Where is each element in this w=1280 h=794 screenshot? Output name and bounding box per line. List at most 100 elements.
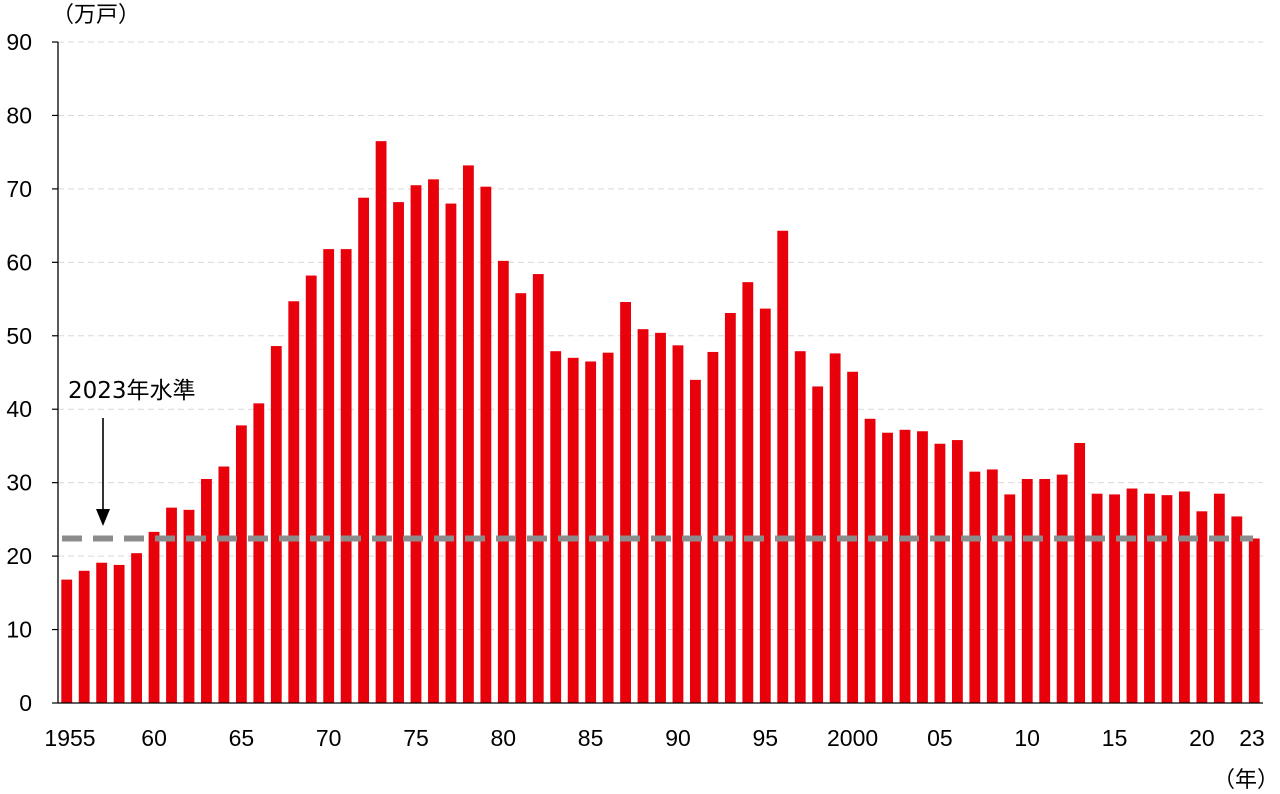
bar-2020 — [1196, 511, 1208, 703]
x-tick-label: 05 — [927, 725, 953, 751]
y-tick-label: 70 — [6, 176, 32, 202]
x-tick-label: 90 — [665, 725, 691, 751]
x-tick-label: 75 — [403, 725, 429, 751]
bar-1958 — [113, 564, 125, 703]
bar-1997 — [794, 351, 806, 703]
bar-1980 — [497, 260, 509, 703]
bar-1996 — [777, 230, 789, 703]
bar-1955 — [61, 579, 73, 703]
bar-1981 — [515, 293, 527, 703]
axes — [52, 41, 1263, 704]
bar-2017 — [1144, 493, 1155, 703]
y-tick-label: 30 — [6, 470, 32, 496]
bar-1963 — [201, 478, 212, 703]
bar-1965 — [235, 425, 247, 703]
reference-line-label: 2023年水準 — [68, 378, 196, 404]
y-tick-label: 0 — [19, 690, 32, 716]
bar-2004 — [917, 431, 928, 703]
bar-1966 — [253, 403, 265, 703]
y-unit-label: （万戸） — [52, 3, 140, 28]
bar-1970 — [323, 249, 335, 704]
bar-1976 — [428, 179, 439, 704]
y-tick-label: 90 — [6, 29, 32, 55]
bar-2011 — [1039, 478, 1051, 703]
bar-1964 — [218, 466, 230, 703]
bar-1962 — [183, 509, 195, 703]
bar-2015 — [1109, 494, 1120, 703]
x-tick-label: 2000 — [827, 725, 878, 751]
y-tick-labels: 0 10 20 30 40 50 60 70 80 90 — [6, 29, 32, 716]
bar-1999 — [829, 353, 841, 703]
bar-1987 — [620, 301, 631, 703]
reference-arrow — [96, 418, 110, 526]
bar-1992 — [707, 351, 719, 703]
x-tick-label: 65 — [229, 725, 255, 751]
bar-1967 — [270, 346, 282, 703]
bar-1985 — [585, 361, 597, 703]
x-unit-label: （年） — [1213, 768, 1279, 793]
bar-2006 — [951, 440, 963, 703]
x-tick-label: 70 — [316, 725, 342, 751]
bar-1995 — [759, 308, 771, 703]
bar-2018 — [1161, 495, 1173, 703]
x-tick-label: 20 — [1189, 725, 1215, 751]
bar-1973 — [375, 141, 387, 703]
bar-1998 — [812, 386, 824, 703]
bar-2012 — [1056, 474, 1068, 703]
y-tick-label: 40 — [6, 396, 32, 422]
bar-1982 — [532, 274, 544, 703]
bars — [61, 141, 1260, 704]
y-tick-label: 10 — [6, 617, 32, 643]
bar-2008 — [986, 469, 998, 703]
bar-1968 — [288, 301, 300, 703]
bar-1978 — [462, 165, 474, 703]
bar-1977 — [445, 203, 457, 703]
bar-1993 — [724, 313, 736, 703]
bar-1994 — [742, 282, 754, 703]
bar-2022 — [1231, 516, 1243, 703]
bar-2013 — [1074, 443, 1086, 703]
x-tick-label: 80 — [491, 725, 517, 751]
bar-1989 — [655, 332, 666, 703]
y-tick-label: 20 — [6, 543, 32, 569]
x-tick-label: 15 — [1102, 725, 1128, 751]
bar-1957 — [96, 562, 108, 703]
bar-1969 — [305, 275, 317, 703]
bar-2010 — [1021, 478, 1033, 703]
x-tick-label: 60 — [141, 725, 167, 751]
bar-2014 — [1091, 493, 1103, 703]
y-tick-label: 60 — [6, 249, 32, 275]
bar-1988 — [637, 329, 649, 703]
x-tick-label: 1955 — [44, 725, 95, 751]
y-tick-label: 80 — [6, 102, 32, 128]
bar-2003 — [899, 429, 911, 703]
bar-1972 — [358, 197, 370, 703]
x-tick-labels: 1955 60 65 70 75 80 85 90 95 2000 05 10 15 20 23 — [44, 725, 1264, 751]
bar-1961 — [166, 507, 177, 703]
bar-2005 — [934, 443, 946, 703]
bar-2016 — [1126, 488, 1138, 703]
x-tick-label: 10 — [1014, 725, 1040, 751]
bar-2009 — [1004, 494, 1016, 703]
bar-1971 — [340, 249, 352, 704]
bar-1956 — [78, 570, 90, 703]
x-tick-label: 23 — [1239, 725, 1265, 751]
bar-1990 — [672, 345, 684, 703]
bar-2001 — [864, 418, 876, 703]
bar-1986 — [602, 352, 614, 703]
bar-2002 — [882, 432, 893, 703]
bar-2021 — [1213, 493, 1225, 703]
bar-1979 — [480, 186, 492, 703]
x-tick-label: 85 — [578, 725, 604, 751]
bar-1984 — [567, 357, 579, 703]
bar-1974 — [393, 202, 404, 704]
bar-2019 — [1179, 491, 1190, 703]
x-tick-label: 95 — [753, 725, 779, 751]
bar-2023 — [1248, 538, 1260, 703]
bar-1960 — [148, 531, 160, 703]
bar-1983 — [550, 351, 562, 703]
bar-1975 — [410, 185, 422, 704]
bar-2007 — [969, 471, 981, 703]
y-tick-label: 50 — [6, 323, 32, 349]
